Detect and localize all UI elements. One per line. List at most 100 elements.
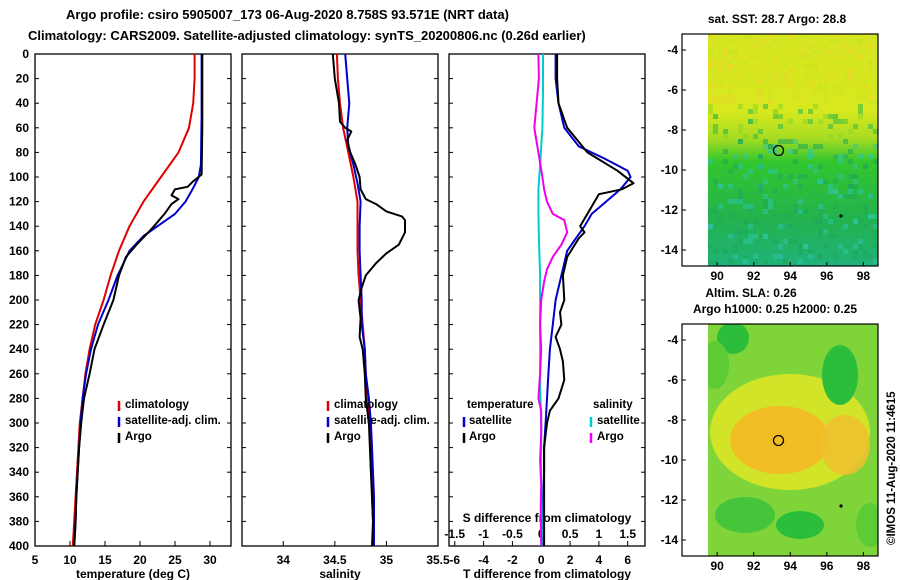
sst-pixel [758, 154, 763, 159]
sst-pixel [768, 99, 773, 104]
sst-pixel [753, 254, 758, 259]
sst-pixel [818, 219, 823, 224]
sst-pixel [748, 234, 753, 239]
sst-pixel [873, 244, 878, 249]
map-x-tick-label: 96 [820, 269, 834, 283]
sst-pixel [808, 119, 813, 124]
sst-pixel [748, 109, 753, 114]
map-x-tick-label: 92 [747, 559, 761, 573]
depth-tick-label: 260 [9, 367, 29, 381]
sst-pixel [858, 154, 863, 159]
sst-pixel [803, 209, 808, 214]
legend-satellite-label: satellite-adj. clim. [125, 415, 221, 427]
sst-pixel [768, 199, 773, 204]
series-line-climatology [71, 54, 196, 547]
sst-pixel [763, 179, 768, 184]
sst-pixel [723, 54, 728, 59]
sst-pixel [853, 194, 858, 199]
map-x-tick-label: 90 [710, 559, 724, 573]
difference-legend: temperature satellite Argo salinity sate… [462, 399, 640, 443]
map-x-tick-label: 92 [747, 269, 761, 283]
sst-pixel [733, 254, 738, 259]
sst-pixel [873, 99, 878, 104]
sla-map-subtitle: Argo h1000: 0.25 h2000: 0.25 [693, 302, 857, 316]
sst-pixel [853, 254, 858, 259]
sst-pixel [743, 254, 748, 259]
sst-pixel [733, 234, 738, 239]
sst-pixel [863, 84, 868, 89]
sst-pixel [833, 154, 838, 159]
sst-pixel [833, 234, 838, 239]
sst-pixel [843, 74, 848, 79]
sst-pixel [843, 154, 848, 159]
sst-pixel [863, 79, 868, 84]
sst-pixel [778, 104, 783, 109]
sst-pixel [783, 64, 788, 69]
sst-pixel [758, 79, 763, 84]
sst-pixel [783, 74, 788, 79]
salinity-x-label: salinity [319, 567, 361, 580]
imos-credit: ©IMOS 11-Aug-2020 11:4615 [886, 391, 898, 545]
sst-pixel [748, 224, 753, 229]
sst-pixel [783, 79, 788, 84]
sst-pixel [723, 149, 728, 154]
map-y-tick-label: -10 [661, 163, 679, 177]
s-diff-tick-label: -0.5 [502, 527, 523, 541]
sst-pixel [833, 39, 838, 44]
sst-pixel [808, 109, 813, 114]
sst-pixel [708, 34, 713, 39]
sst-pixel [763, 194, 768, 199]
sst-pixel [718, 184, 723, 189]
sst-pixel [828, 114, 833, 119]
sst-pixel [708, 49, 713, 54]
sst-map-field [708, 34, 878, 266]
sst-pixel [838, 174, 843, 179]
depth-tick-label: 180 [9, 268, 29, 282]
sst-pixel [793, 159, 798, 164]
figure-title-line2: Climatology: CARS2009. Satellite-adjuste… [28, 28, 586, 43]
sst-pixel [728, 169, 733, 174]
sst-pixel [733, 244, 738, 249]
depth-tick-label: 80 [16, 145, 30, 159]
sst-pixel [833, 114, 838, 119]
sst-pixel [828, 134, 833, 139]
sst-pixel [713, 179, 718, 184]
series-line-satellite-adj-clim- [73, 54, 203, 547]
sst-pixel [758, 189, 763, 194]
legend-t-argo-label: Argo [469, 431, 496, 443]
sst-pixel [758, 184, 763, 189]
sst-pixel [863, 254, 868, 259]
sst-pixel [773, 74, 778, 79]
sst-pixel [818, 119, 823, 124]
sst-pixel [763, 259, 768, 264]
sst-pixel [848, 49, 853, 54]
map-y-tick-label: -12 [661, 203, 679, 217]
sla-map-axes: 90 92 94 96 98 -4 -6 -8 -10 -12 -14 [661, 333, 871, 573]
sst-pixel [718, 49, 723, 54]
sst-pixel [743, 174, 748, 179]
sla-field-patch [717, 324, 749, 354]
sst-pixel [773, 254, 778, 259]
sst-pixel [823, 179, 828, 184]
temperature-x-axis: 5 10 15 20 25 30 [32, 541, 217, 567]
depth-tick-label: 300 [9, 416, 29, 430]
map-y-tick-label: -4 [667, 43, 678, 57]
sst-pixel [858, 109, 863, 114]
sst-pixel [828, 189, 833, 194]
sst-pixel [768, 94, 773, 99]
map-y-tick-label: -12 [661, 493, 679, 507]
s-difference-x-label: S difference from climatology [463, 511, 632, 525]
sst-pixel [788, 84, 793, 89]
sst-pixel [753, 219, 758, 224]
sst-pixel [743, 59, 748, 64]
sst-pixel [858, 39, 863, 44]
sst-pixel [763, 144, 768, 149]
difference-series [533, 53, 635, 547]
sst-pixel [798, 49, 803, 54]
sla-field-patch [856, 503, 878, 547]
sst-pixel [818, 254, 823, 259]
depth-tick-label: 60 [16, 121, 30, 135]
sst-pixel [833, 179, 838, 184]
sst-pixel [853, 174, 858, 179]
sst-pixel [803, 34, 808, 39]
